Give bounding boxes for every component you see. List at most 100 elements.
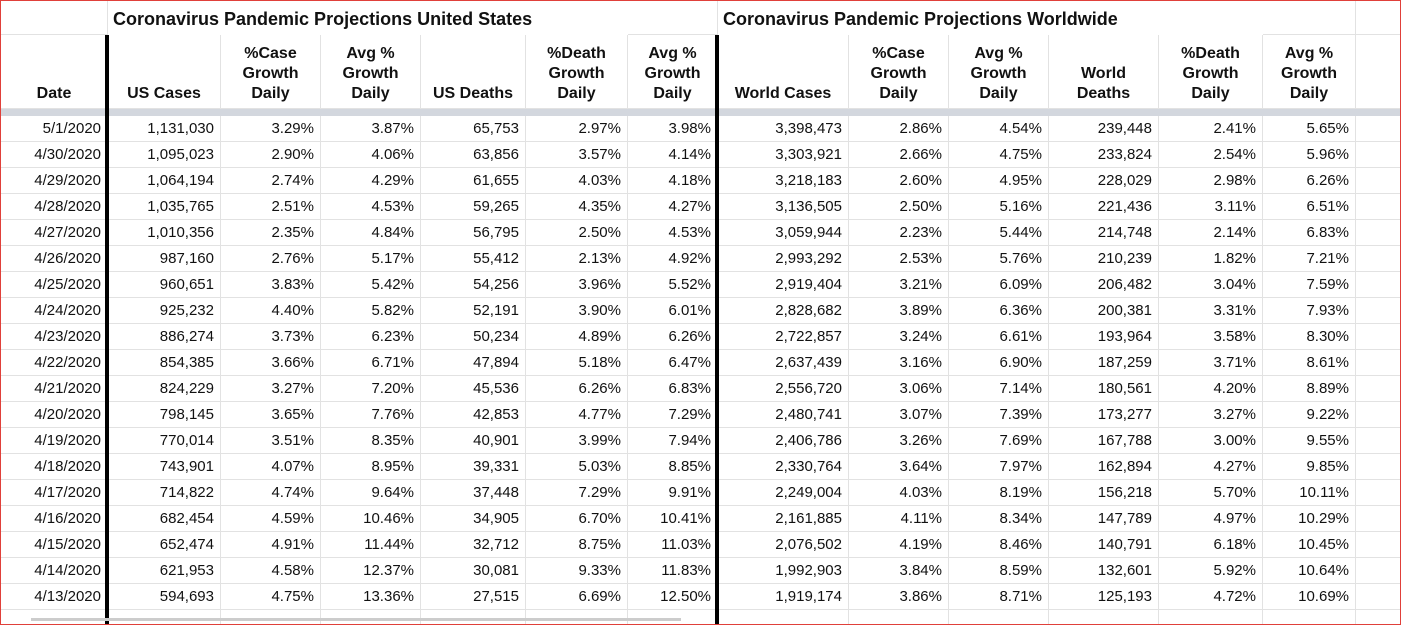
data-cell: 4/21/2020 <box>1 376 108 402</box>
data-cell: 4/15/2020 <box>1 532 108 558</box>
grid-cell <box>1263 610 1356 624</box>
data-cell: 4.11% <box>849 506 949 532</box>
grid-cell <box>628 1 718 35</box>
data-cell: 925,232 <box>108 298 221 324</box>
data-cell: 770,014 <box>108 428 221 454</box>
data-cell: 3,059,944 <box>718 220 849 246</box>
data-cell: 8.35% <box>321 428 421 454</box>
data-cell: 11.44% <box>321 532 421 558</box>
data-cell: 2.54% <box>1159 142 1263 168</box>
data-cell: 3.89% <box>849 298 949 324</box>
data-cell: 59,265 <box>421 194 526 220</box>
data-cell: 8.89% <box>1263 376 1356 402</box>
data-cell: 6.83% <box>1263 220 1356 246</box>
data-cell: 10.46% <box>321 506 421 532</box>
data-cell: 50,234 <box>421 324 526 350</box>
data-cell: 7.29% <box>628 402 718 428</box>
data-cell: 3.16% <box>849 350 949 376</box>
data-cell: 5.44% <box>949 220 1049 246</box>
data-cell: 6.09% <box>949 272 1049 298</box>
data-cell: 886,274 <box>108 324 221 350</box>
data-cell: 3.71% <box>1159 350 1263 376</box>
column-header: %Death Growth Daily <box>1159 35 1263 109</box>
data-cell: 2,330,764 <box>718 454 849 480</box>
data-cell: 37,448 <box>421 480 526 506</box>
data-cell: 6.90% <box>949 350 1049 376</box>
data-cell: 5.18% <box>526 350 628 376</box>
data-cell: 3.11% <box>1159 194 1263 220</box>
data-cell: 4.40% <box>221 298 321 324</box>
data-cell: 11.83% <box>628 558 718 584</box>
data-cell: 206,482 <box>1049 272 1159 298</box>
data-cell: 52,191 <box>421 298 526 324</box>
data-cell: 2,828,682 <box>718 298 849 324</box>
data-cell: 7.39% <box>949 402 1049 428</box>
data-cell: 2,161,885 <box>718 506 849 532</box>
column-header: Avg % Growth Daily <box>321 35 421 109</box>
data-cell: 3.00% <box>1159 428 1263 454</box>
data-cell: 7.93% <box>1263 298 1356 324</box>
grid-cell <box>1356 402 1400 428</box>
data-cell: 4/30/2020 <box>1 142 108 168</box>
data-cell: 228,029 <box>1049 168 1159 194</box>
data-cell: 2,637,439 <box>718 350 849 376</box>
data-cell: 4/17/2020 <box>1 480 108 506</box>
data-cell: 233,824 <box>1049 142 1159 168</box>
data-cell: 10.11% <box>1263 480 1356 506</box>
data-cell: 47,894 <box>421 350 526 376</box>
data-cell: 4/27/2020 <box>1 220 108 246</box>
data-cell: 4/25/2020 <box>1 272 108 298</box>
data-cell: 4.19% <box>849 532 949 558</box>
data-cell: 7.97% <box>949 454 1049 480</box>
data-cell: 8.30% <box>1263 324 1356 350</box>
grid-cell <box>108 610 221 624</box>
data-cell: 3.90% <box>526 298 628 324</box>
data-cell: 9.55% <box>1263 428 1356 454</box>
data-cell: 2.66% <box>849 142 949 168</box>
grid-cell <box>1263 1 1356 35</box>
data-cell: 6.18% <box>1159 532 1263 558</box>
data-cell: 45,536 <box>421 376 526 402</box>
data-cell: 2.74% <box>221 168 321 194</box>
data-cell: 10.29% <box>1263 506 1356 532</box>
grid-cell <box>718 610 849 624</box>
data-cell: 4/13/2020 <box>1 584 108 610</box>
data-cell: 8.61% <box>1263 350 1356 376</box>
data-cell: 5.82% <box>321 298 421 324</box>
data-cell: 8.95% <box>321 454 421 480</box>
data-cell: 4.53% <box>321 194 421 220</box>
data-cell: 5.03% <box>526 454 628 480</box>
data-cell: 2.60% <box>849 168 949 194</box>
grid-cell <box>1356 142 1400 168</box>
data-cell: 3.31% <box>1159 298 1263 324</box>
data-cell: 714,822 <box>108 480 221 506</box>
data-cell: 621,953 <box>108 558 221 584</box>
data-cell: 7.94% <box>628 428 718 454</box>
data-cell: 3.24% <box>849 324 949 350</box>
header-text: Avg % Growth Daily <box>342 45 399 102</box>
data-cell: 4/23/2020 <box>1 324 108 350</box>
data-cell: 2.76% <box>221 246 321 272</box>
data-cell: 3.66% <box>221 350 321 376</box>
header-text: Date <box>36 85 72 102</box>
header-text: US Deaths <box>432 85 514 102</box>
data-cell: 8.71% <box>949 584 1049 610</box>
data-cell: 3.83% <box>221 272 321 298</box>
data-cell: 6.36% <box>949 298 1049 324</box>
data-cell: 3.27% <box>1159 402 1263 428</box>
data-cell: 1,095,023 <box>108 142 221 168</box>
data-cell: 3.58% <box>1159 324 1263 350</box>
data-cell: 30,081 <box>421 558 526 584</box>
data-cell: 8.85% <box>628 454 718 480</box>
data-cell: 6.23% <box>321 324 421 350</box>
data-cell: 3.57% <box>526 142 628 168</box>
data-cell: 4.20% <box>1159 376 1263 402</box>
frozen-row-divider <box>1 109 1400 116</box>
grid-cell <box>321 610 421 624</box>
data-cell: 210,239 <box>1049 246 1159 272</box>
grid-cell <box>1 1 108 35</box>
data-cell: 2.50% <box>526 220 628 246</box>
data-cell: 167,788 <box>1049 428 1159 454</box>
data-cell: 65,753 <box>421 116 526 142</box>
data-cell: 2,406,786 <box>718 428 849 454</box>
